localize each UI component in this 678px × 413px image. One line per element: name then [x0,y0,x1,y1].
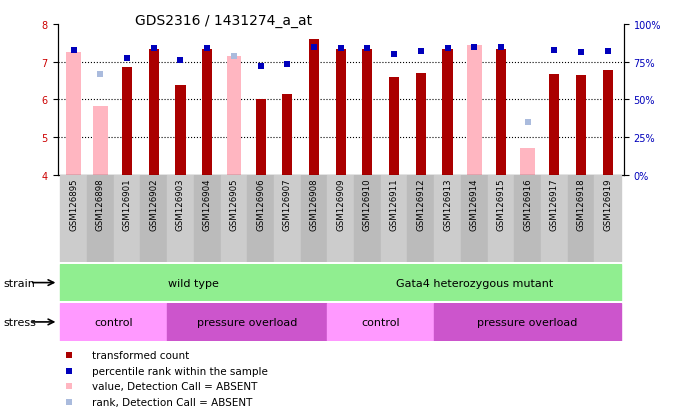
Text: GSM126916: GSM126916 [523,178,532,230]
Bar [60,304,167,341]
Bar [122,67,132,176]
Text: GSM126904: GSM126904 [203,178,212,230]
Text: GSM126907: GSM126907 [283,178,292,230]
Text: GSM126918: GSM126918 [576,178,586,230]
Bar [140,176,167,262]
Text: GSM126898: GSM126898 [96,178,105,230]
Bar [595,176,621,262]
Text: GSM126909: GSM126909 [336,178,345,230]
Bar [434,304,621,341]
Bar [487,176,515,262]
Bar [176,86,186,176]
Text: pressure overload: pressure overload [477,317,578,327]
Bar [148,50,159,176]
Text: Gata4 heterozygous mutant: Gata4 heterozygous mutant [395,278,553,288]
Bar [576,76,586,176]
Bar [549,74,559,176]
Text: stress: stress [3,317,36,327]
Text: GSM126915: GSM126915 [496,178,505,230]
Bar [247,176,274,262]
Bar [60,176,87,262]
Bar [194,176,220,262]
Bar [114,176,140,262]
Bar [66,53,81,176]
Text: control: control [361,317,400,327]
Bar [60,264,327,301]
Text: GDS2316 / 1431274_a_at: GDS2316 / 1431274_a_at [135,14,313,28]
Bar [520,148,535,176]
Bar [336,50,346,176]
Bar [167,304,327,341]
Text: GSM126912: GSM126912 [416,178,425,230]
Bar [309,40,319,176]
Text: value, Detection Call = ABSENT: value, Detection Call = ABSENT [92,381,257,391]
Bar [274,176,300,262]
Bar [515,176,541,262]
Bar [256,100,266,176]
Text: GSM126913: GSM126913 [443,178,452,230]
Text: GSM126908: GSM126908 [309,178,319,230]
Bar [389,78,399,176]
Bar [327,264,621,301]
Bar [443,50,453,176]
Text: GSM126905: GSM126905 [229,178,239,230]
Bar [541,176,567,262]
Text: GSM126914: GSM126914 [470,178,479,230]
Bar [362,50,372,176]
Bar [496,50,506,176]
Text: pressure overload: pressure overload [197,317,298,327]
Bar [202,50,212,176]
Bar [434,176,461,262]
Text: GSM126906: GSM126906 [256,178,265,230]
Bar [416,74,426,176]
Bar [327,304,434,341]
Text: rank, Detection Call = ABSENT: rank, Detection Call = ABSENT [92,397,252,407]
Text: GSM126901: GSM126901 [123,178,132,230]
Text: GSM126910: GSM126910 [363,178,372,230]
Bar [226,57,241,176]
Text: control: control [94,317,133,327]
Bar [354,176,381,262]
Bar [407,176,434,262]
Text: wild type: wild type [168,278,219,288]
Text: GSM126895: GSM126895 [69,178,78,230]
Text: GSM126902: GSM126902 [149,178,158,230]
Text: strain: strain [3,278,35,288]
Text: GSM126919: GSM126919 [603,178,612,230]
Bar [381,176,407,262]
Bar [327,176,354,262]
Bar [461,176,487,262]
Text: percentile rank within the sample: percentile rank within the sample [92,366,268,376]
Bar [220,176,247,262]
Bar [300,176,327,262]
Text: transformed count: transformed count [92,351,189,361]
Bar [93,107,108,176]
Text: GSM126903: GSM126903 [176,178,185,230]
Bar [567,176,595,262]
Bar [282,95,292,176]
Bar [87,176,114,262]
Bar [167,176,194,262]
Bar [603,71,613,176]
Bar [467,45,481,176]
Text: GSM126911: GSM126911 [390,178,399,230]
Text: GSM126917: GSM126917 [550,178,559,230]
